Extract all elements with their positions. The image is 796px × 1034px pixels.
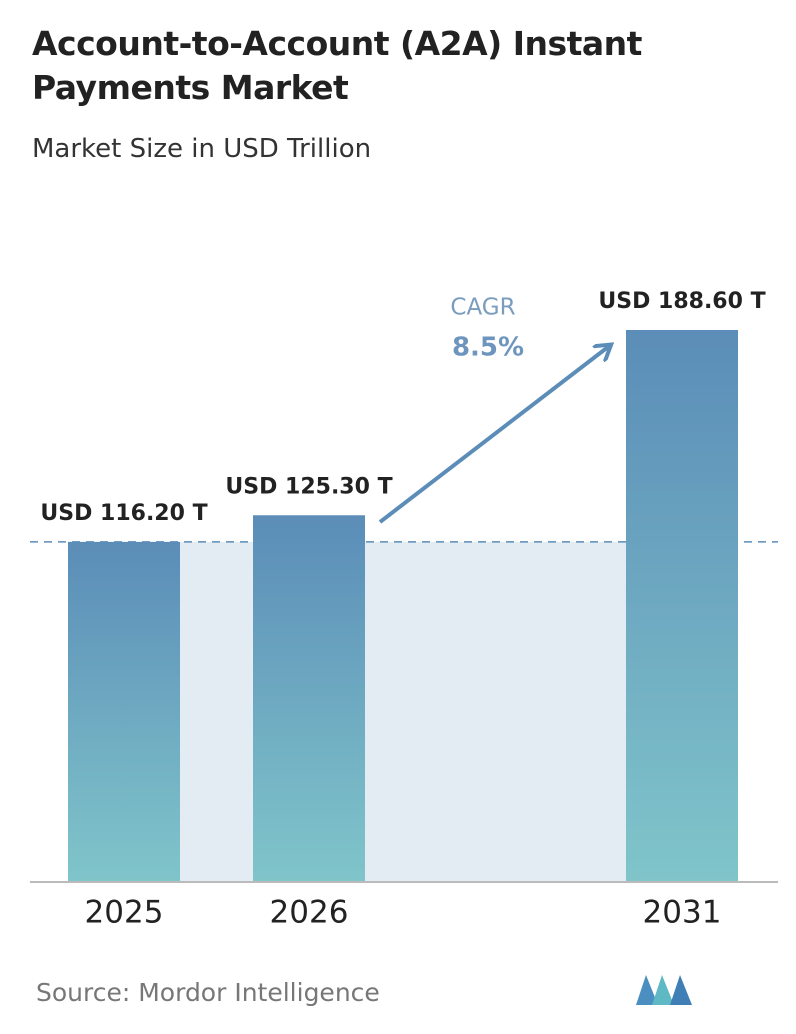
x-tick-label: 2025 xyxy=(85,895,164,931)
logo xyxy=(636,975,692,1005)
value-label: USD 125.30 T xyxy=(225,474,392,499)
x-tick-label: 2026 xyxy=(270,895,349,931)
value-label: USD 116.20 T xyxy=(40,501,207,526)
cagr-arrow xyxy=(378,347,608,524)
chart-title: Account-to-Account (A2A) Instant Payment… xyxy=(32,24,642,107)
chart-subtitle: Market Size in USD Trillion xyxy=(32,134,372,164)
source: Source: Mordor Intelligence xyxy=(36,978,380,1007)
bar xyxy=(626,330,738,882)
cagr-title: CAGR xyxy=(450,295,515,321)
bar xyxy=(253,515,365,882)
bar xyxy=(68,541,180,882)
x-tick-label: 2031 xyxy=(643,895,722,931)
value-label: USD 188.60 T xyxy=(598,289,765,314)
cagr-value: 8.5% xyxy=(452,333,524,363)
